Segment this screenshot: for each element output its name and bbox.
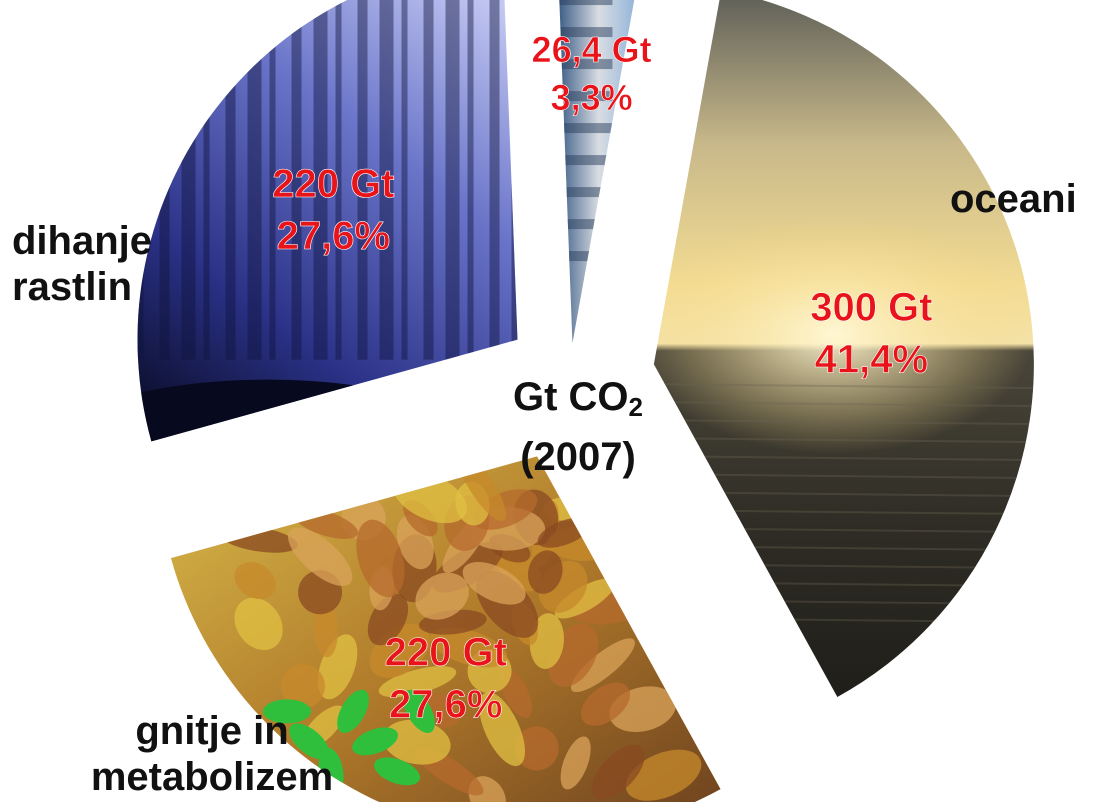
category-label-dihanje-line2: rastlin	[12, 265, 133, 309]
category-label-gnitje-line1: gnitje in	[135, 709, 289, 753]
category-label-gnitje-line2: metabolizem	[90, 755, 334, 799]
category-label-dihanje-line1: dihanje	[12, 219, 153, 263]
slice-industry-value-label: 26,4 Gt	[532, 29, 652, 70]
slice-gnitje-metabolizem-value-label: 220 Gt	[385, 631, 507, 675]
center-label-line2: (2007)	[520, 435, 636, 479]
slice-oceani-percent-label: 41,4%	[815, 337, 928, 381]
center-label-line1: Gt CO	[512, 375, 629, 419]
slice-gnitje-metabolizem-percent-label: 27,6%	[389, 683, 502, 727]
category-label-oceani: oceani	[950, 177, 1077, 221]
slice-oceani-value-label: 300 Gt	[810, 285, 932, 329]
center-label: Gt CO2 (2007)	[478, 372, 678, 482]
category-label-gnitje-metabolizem: gnitje in metabolizem	[82, 708, 342, 800]
slice-dihanje-rastlin-percent-label: 27,6%	[277, 214, 390, 258]
slice-gnitje-metabolizem-texture	[218, 456, 702, 802]
center-label-subscript: 2	[628, 392, 643, 422]
slice-dihanje-rastlin	[137, 0, 518, 442]
slice-industry-texture	[557, 0, 613, 262]
category-label-dihanje-rastlin: dihanje rastlin	[12, 218, 152, 310]
slice-industry-percent-label: 3,3%	[551, 77, 633, 118]
slice-dihanje-rastlin-value-label: 220 Gt	[272, 162, 394, 206]
